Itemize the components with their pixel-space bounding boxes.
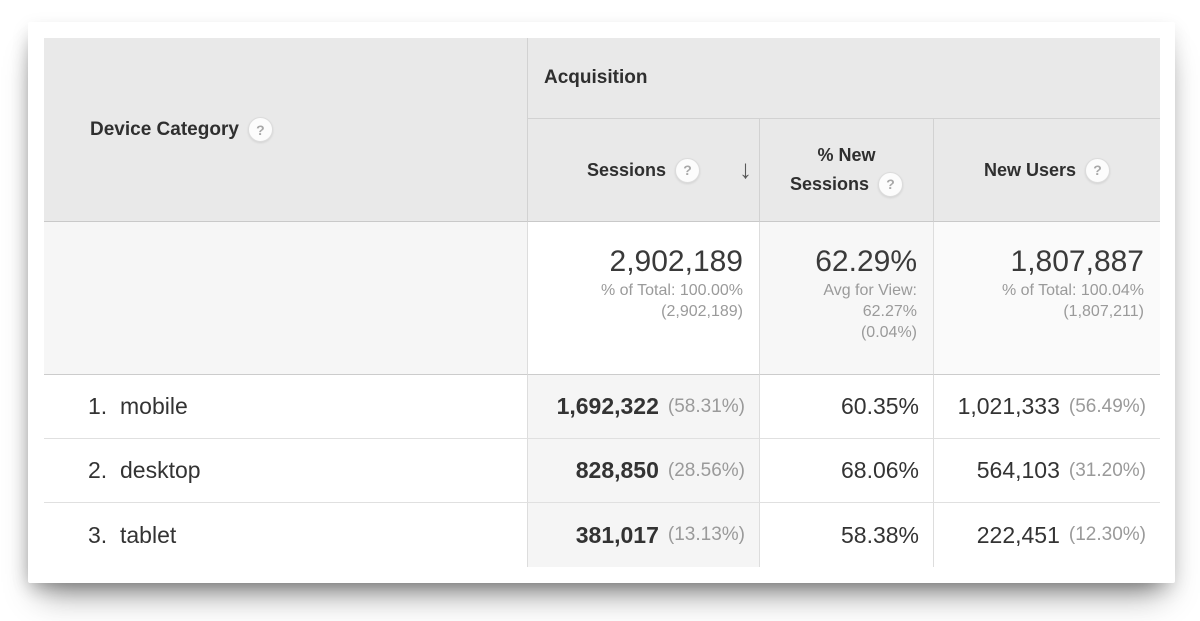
row-index: 2. bbox=[88, 457, 108, 483]
tablet-percent-new-sessions-cell: 58.38% bbox=[759, 503, 933, 567]
acquisition-group-header: Acquisition bbox=[527, 38, 1160, 119]
mobile-sessions-percent: (58.31%) bbox=[667, 395, 745, 417]
new-users-column-header[interactable]: New Users ? bbox=[933, 119, 1160, 222]
desktop-sessions-value: 828,850 bbox=[575, 457, 659, 483]
desktop-sessions-percent: (28.56%) bbox=[667, 459, 745, 481]
new-users-total-raw: (1,807,211) bbox=[1063, 303, 1144, 320]
table-row-tablet-label-cell: 3. tablet bbox=[44, 503, 527, 567]
percent-new-sessions-avg-label: Avg for View: bbox=[823, 282, 917, 299]
percent-new-sessions-avg-value: 62.29% bbox=[815, 245, 917, 278]
percent-new-sessions-avg-delta: (0.04%) bbox=[860, 324, 917, 341]
tablet-percent-new-sessions-value: 58.38% bbox=[840, 521, 919, 548]
device-name-mobile[interactable]: mobile bbox=[120, 393, 188, 419]
mobile-sessions-cell: 1,692,322 (58.31%) bbox=[527, 375, 759, 439]
device-name-tablet[interactable]: tablet bbox=[120, 521, 177, 548]
device-category-help-icon[interactable]: ? bbox=[247, 117, 273, 142]
percent-new-sessions-header-line2: Sessions ? bbox=[789, 170, 904, 199]
report-card: Device Category ? Acquisition Sessions ?… bbox=[28, 22, 1175, 583]
mobile-new-users-value: 1,021,333 bbox=[957, 393, 1060, 419]
new-users-total-value: 1,807,887 bbox=[1010, 245, 1144, 278]
mobile-sessions-value: 1,692,322 bbox=[556, 393, 659, 419]
row-index: 3. bbox=[88, 521, 108, 548]
tablet-new-users-cell: 222,451 (12.30%) bbox=[933, 503, 1160, 567]
device-category-header-label: Device Category bbox=[90, 118, 239, 140]
percent-new-sessions-avg-view: 62.27% bbox=[862, 303, 917, 320]
summary-sessions-cell: 2,902,189 % of Total: 100.00% (2,902,189… bbox=[527, 222, 759, 375]
sessions-total-percent-of-total: % of Total: 100.00% bbox=[600, 282, 743, 299]
mobile-new-users-percent: (56.49%) bbox=[1068, 395, 1146, 417]
percent-new-sessions-header-label: Sessions bbox=[789, 174, 870, 194]
percent-new-sessions-column-header[interactable]: % New Sessions ? bbox=[759, 119, 933, 222]
mobile-percent-new-sessions-value: 60.35% bbox=[840, 393, 919, 419]
percent-new-sessions-help-icon[interactable]: ? bbox=[878, 172, 904, 197]
desktop-percent-new-sessions-cell: 68.06% bbox=[759, 439, 933, 503]
sessions-column-header[interactable]: Sessions ? ↓ bbox=[527, 119, 759, 222]
tablet-new-users-percent: (12.30%) bbox=[1068, 524, 1146, 545]
row-index: 1. bbox=[88, 393, 108, 419]
device-name-desktop[interactable]: desktop bbox=[120, 457, 201, 483]
desktop-percent-new-sessions-value: 68.06% bbox=[840, 457, 919, 483]
desktop-new-users-cell: 564,103 (31.20%) bbox=[933, 439, 1160, 503]
percent-new-sessions-header-line1: % New bbox=[817, 145, 876, 165]
desktop-new-users-value: 564,103 bbox=[976, 457, 1060, 483]
sessions-help-icon[interactable]: ? bbox=[675, 157, 701, 183]
analytics-data-table: Device Category ? Acquisition Sessions ?… bbox=[44, 38, 1160, 567]
new-users-column-header-label: New Users bbox=[983, 159, 1077, 180]
tablet-sessions-percent: (13.13%) bbox=[667, 524, 745, 545]
sort-descending-arrow-icon[interactable]: ↓ bbox=[739, 153, 752, 184]
tablet-new-users-value: 222,451 bbox=[976, 521, 1060, 548]
sessions-total-raw: (2,902,189) bbox=[661, 303, 743, 320]
desktop-sessions-cell: 828,850 (28.56%) bbox=[527, 439, 759, 503]
tablet-sessions-cell: 381,017 (13.13%) bbox=[527, 503, 759, 567]
mobile-percent-new-sessions-cell: 60.35% bbox=[759, 375, 933, 439]
sessions-column-header-label: Sessions bbox=[586, 159, 667, 180]
sessions-total-value: 2,902,189 bbox=[609, 245, 743, 278]
table-row-mobile-label-cell: 1. mobile bbox=[44, 375, 527, 439]
table-row-desktop-label-cell: 2. desktop bbox=[44, 439, 527, 503]
acquisition-group-header-label: Acquisition bbox=[544, 67, 648, 88]
summary-percent-new-sessions-cell: 62.29% Avg for View: 62.27% (0.04%) bbox=[759, 222, 933, 375]
device-category-header[interactable]: Device Category ? bbox=[44, 38, 527, 222]
desktop-new-users-percent: (31.20%) bbox=[1068, 459, 1146, 481]
tablet-sessions-value: 381,017 bbox=[575, 521, 659, 548]
summary-new-users-cell: 1,807,887 % of Total: 100.04% (1,807,211… bbox=[933, 222, 1160, 375]
new-users-help-icon[interactable]: ? bbox=[1085, 157, 1111, 183]
new-users-total-percent-of-total: % of Total: 100.04% bbox=[1001, 282, 1144, 299]
mobile-new-users-cell: 1,021,333 (56.49%) bbox=[933, 375, 1160, 439]
summary-dimension-cell bbox=[44, 222, 527, 375]
